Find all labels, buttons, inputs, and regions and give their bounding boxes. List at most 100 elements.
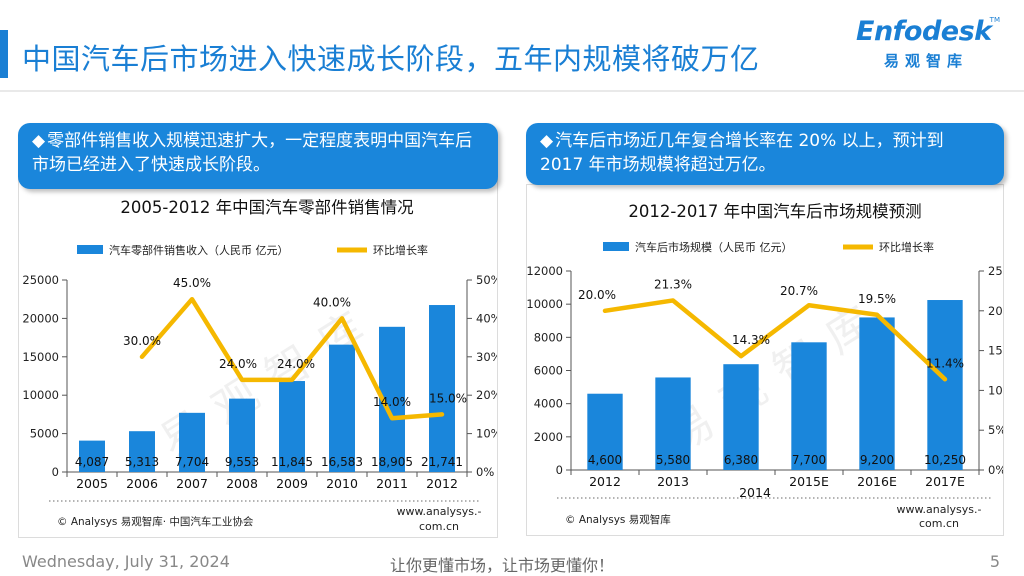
bar-2007 — [179, 412, 205, 472]
chart-title: 2005-2012 年中国汽车零部件销售情况 — [120, 198, 413, 217]
y-tick-label-right: 0% — [988, 463, 1003, 477]
y-tick-label-left: 4000 — [534, 397, 563, 411]
x-category-label: 2014 — [739, 485, 771, 500]
bar-value-label: 5,313 — [125, 455, 159, 469]
bar-value-label: 9,200 — [860, 453, 894, 467]
diamond-bullet-icon: ◆ — [32, 131, 46, 151]
y-tick-label-left: 10000 — [527, 297, 563, 311]
x-category-label: 2012 — [426, 476, 458, 491]
chart-title: 2012-2017 年中国汽车后市场规模预测 — [628, 202, 921, 221]
x-category-label: 2008 — [226, 476, 258, 491]
bar-2014 — [723, 364, 759, 470]
line-value-label: 30.0% — [123, 334, 161, 348]
left-chart-panel: 易观智库 2005-2012 年中国汽车零部件销售情况 汽车零部件销售收入（人民币 … — [18, 178, 502, 538]
bar-value-label: 4,087 — [75, 455, 109, 469]
y-tick-label-right: 10% — [476, 427, 497, 441]
y-tick-label-left: 8000 — [534, 330, 563, 344]
y-tick-label-right: 50% — [476, 273, 497, 287]
x-category-label: 2015E — [789, 474, 829, 489]
x-category-label: 2007 — [176, 476, 208, 491]
bar-2005 — [79, 440, 105, 472]
legend-bar-label: 汽车零部件销售收入（人民币 亿元） — [109, 243, 289, 257]
footer-slogan: 让你更懂市场，让市场更懂你！ — [390, 556, 615, 575]
line-value-label: 19.5% — [858, 292, 896, 306]
website-label-line2: com.cn — [919, 517, 959, 530]
footer-date: Wednesday, July 31, 2024 — [22, 552, 230, 571]
right-callout-text: 汽车后市场近几年复合增长率在 20% 以上，预计到 2017 年市场规模将超过万… — [540, 131, 944, 175]
line-value-label: 20.0% — [578, 288, 616, 302]
y-tick-label-left: 12000 — [527, 264, 563, 278]
website-label-line2: com.cn — [419, 520, 459, 533]
y-tick-label-right: 20% — [988, 304, 1003, 318]
y-tick-label-right: 40% — [476, 311, 497, 325]
x-category-label: 2013 — [657, 474, 689, 489]
bar-2012 — [429, 305, 455, 472]
right-callout: ◆ 汽车后市场近几年复合增长率在 20% 以上，预计到 2017 年市场规模将超过… — [526, 123, 1004, 185]
bar-value-label: 21,741 — [421, 455, 463, 469]
bar-value-label: 18,905 — [371, 455, 413, 469]
line-value-label: 20.7% — [780, 284, 818, 298]
line-value-label: 15.0% — [429, 391, 467, 405]
y-tick-label-left: 0 — [52, 465, 59, 479]
source-label: © Analysys 易观智库· 中国汽车工业协会 — [57, 515, 254, 528]
bar-value-label: 9,553 — [225, 455, 259, 469]
y-tick-label-left: 10000 — [22, 388, 59, 402]
bar-2013 — [655, 377, 691, 470]
bar-value-label: 5,580 — [656, 453, 690, 467]
x-category-label: 2009 — [276, 476, 308, 491]
y-tick-label-left: 20000 — [22, 311, 59, 325]
line-value-label: 24.0% — [219, 357, 257, 371]
x-category-label: 2012 — [589, 474, 621, 489]
y-tick-label-right: 10% — [988, 383, 1003, 397]
bar-value-label: 4,600 — [588, 453, 622, 467]
bar-2015E — [791, 342, 827, 470]
slide-title: 中国汽车后市场进入快速成长阶段，五年内规模将破万亿 — [22, 42, 760, 76]
logo-trademark: TM — [989, 16, 1000, 24]
y-tick-label-right: 30% — [476, 350, 497, 364]
line-value-label: 21.3% — [654, 277, 692, 291]
legend-line-label: 环比增长率 — [373, 243, 428, 257]
line-value-label: 40.0% — [313, 295, 351, 309]
bar-2010 — [329, 344, 355, 472]
legend-bar-swatch — [77, 245, 103, 254]
x-category-label: 2010 — [326, 476, 358, 491]
bar-2008 — [229, 398, 255, 472]
left-callout: ◆ 零部件销售收入规模迅速扩大，一定程度表明中国汽车后市场已经进入了快速成长阶段。 — [18, 123, 498, 189]
line-value-label: 14.0% — [373, 395, 411, 409]
bar-value-label: 16,583 — [321, 455, 363, 469]
x-category-label: 2006 — [126, 476, 158, 491]
title-accent-bar — [0, 30, 8, 78]
diamond-bullet-icon: ◆ — [540, 131, 554, 151]
bar-value-label: 6,380 — [724, 453, 758, 467]
source-label: © Analysys 易观智库 — [565, 513, 671, 526]
bar-2012 — [587, 393, 623, 470]
y-tick-label-left: 6000 — [534, 364, 563, 378]
bar-value-label: 10,250 — [924, 453, 966, 467]
y-tick-label-right: 5% — [988, 423, 1003, 437]
x-category-label: 2011 — [376, 476, 408, 491]
bar-value-label: 11,845 — [271, 455, 313, 469]
bar-2016E — [859, 317, 895, 470]
bar-value-label: 7,704 — [175, 455, 209, 469]
bar-2017E — [927, 300, 963, 470]
y-tick-label-left: 5000 — [30, 427, 59, 441]
y-tick-label-right: 25% — [988, 264, 1003, 278]
line-value-label: 45.0% — [173, 276, 211, 290]
header-divider — [0, 90, 1024, 92]
left-callout-text: 零部件销售收入规模迅速扩大，一定程度表明中国汽车后市场已经进入了快速成长阶段。 — [32, 131, 473, 175]
logo-chinese-name: 易观智库 — [884, 52, 969, 70]
right-chart-panel: 易观智库 2012-2017 年中国汽车后市场规模预测 汽车后市场规模（人民币 亿元… — [526, 184, 1014, 536]
y-tick-label-left: 25000 — [22, 273, 59, 287]
enfodesk-logo: Enfodesk TM 易观智库 — [856, 16, 1000, 76]
legend-bar-label: 汽车后市场规模（人民币 亿元） — [635, 240, 793, 254]
website-label-line1: www.analysys.- — [897, 503, 982, 516]
y-tick-label-left: 2000 — [534, 430, 563, 444]
x-category-label: 2017E — [925, 474, 965, 489]
website-label-line1: www.analysys.- — [397, 505, 482, 518]
y-tick-label-right: 15% — [988, 344, 1003, 358]
y-tick-label-left: 0 — [556, 463, 563, 477]
bar-2006 — [129, 431, 155, 472]
y-tick-label-right: 0% — [476, 465, 494, 479]
